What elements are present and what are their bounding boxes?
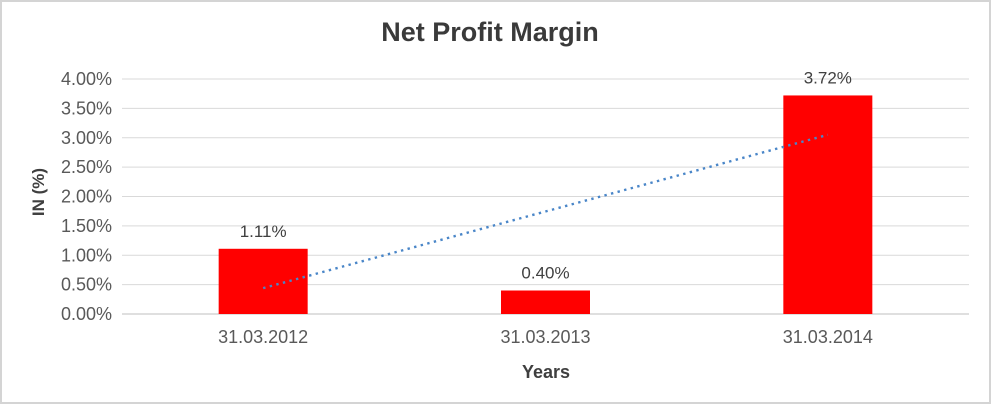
- y-tick-label: 0.50%: [61, 275, 112, 295]
- trendline: [262, 133, 829, 290]
- y-tick-label: 1.00%: [61, 245, 112, 265]
- y-tick-label: 1.50%: [61, 216, 112, 236]
- y-tick-label: 4.00%: [61, 69, 112, 89]
- y-tick-label: 3.50%: [61, 98, 112, 118]
- bar-data-label: 3.72%: [804, 68, 852, 87]
- y-axis-title: IN (%): [29, 167, 48, 217]
- bar-data-label: 0.40%: [521, 264, 569, 283]
- bar: [218, 248, 308, 314]
- bar: [501, 290, 590, 314]
- x-axis-title: Years: [521, 362, 571, 382]
- bar-data-label: 1.11%: [240, 222, 287, 241]
- y-tick-label: 2.50%: [61, 157, 112, 177]
- y-tick-label: 0.00%: [61, 304, 112, 324]
- x-tick-label: 31.03.2013: [500, 327, 590, 347]
- y-tick-label: 2.00%: [61, 187, 112, 207]
- y-tick-label: 3.00%: [61, 128, 112, 148]
- x-tick-label: 31.03.2014: [783, 327, 873, 347]
- bar: [783, 95, 873, 314]
- x-tick-label: 31.03.2012: [218, 327, 308, 347]
- chart-title: Net Profit Margin: [381, 17, 599, 47]
